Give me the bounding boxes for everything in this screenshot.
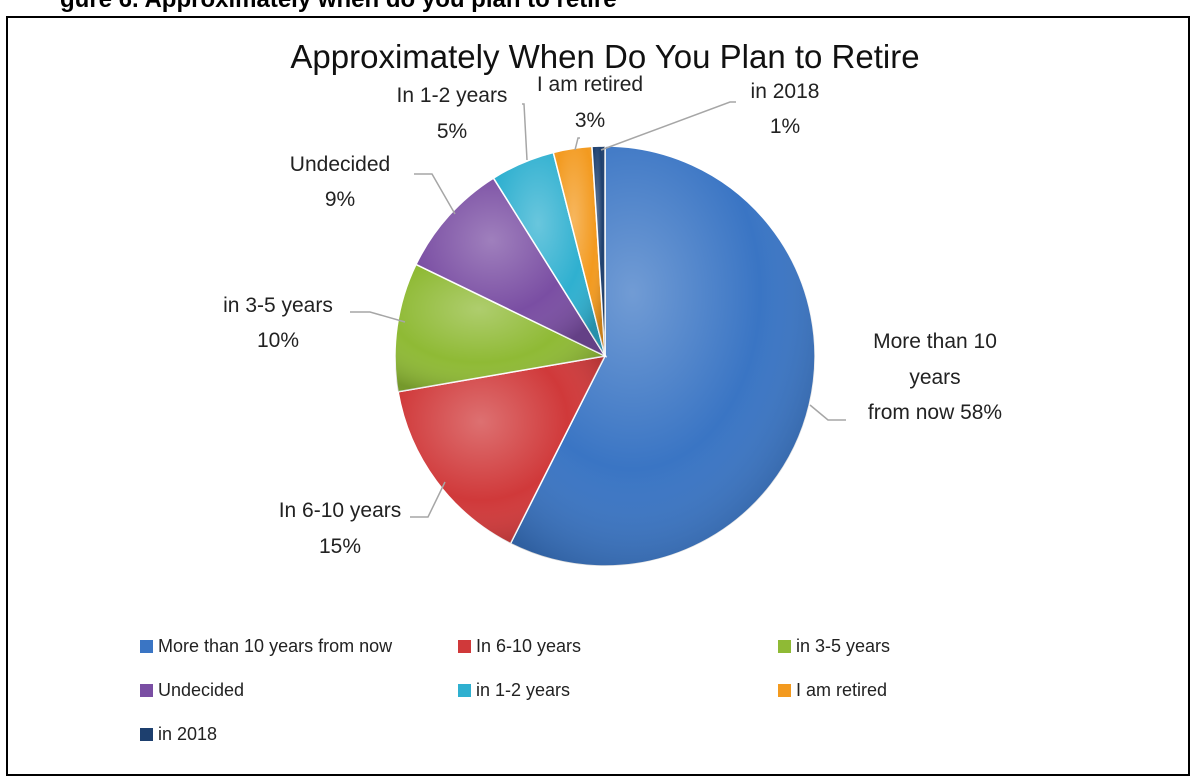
- leader-line: [350, 311, 406, 323]
- legend-swatch-undecided: [140, 684, 153, 697]
- data-label-in-2018: in 2018: [751, 80, 820, 103]
- figure-caption: gure 6. Approximately when do you plan t…: [60, 0, 617, 14]
- data-label-undecided: 9%: [325, 188, 355, 211]
- data-label-i-am-retired: 3%: [575, 109, 605, 132]
- data-label-i-am-retired: I am retired: [537, 73, 643, 96]
- data-label-in-6-10-years: 15%: [319, 535, 361, 558]
- data-label-in-3-5-years: in 3-5 years: [223, 294, 333, 317]
- legend-swatch-in-6-10-years: [458, 640, 471, 653]
- data-label-in-1-2-years: 5%: [437, 120, 467, 143]
- pie-slice-shading: [395, 264, 605, 392]
- legend-label-undecided: Undecided: [158, 680, 244, 700]
- leader-line: [414, 173, 456, 215]
- pie-slice-shading: [591, 146, 605, 356]
- legend-swatch-in-1-2-years: [458, 684, 471, 697]
- pie-slice-shading: [493, 152, 605, 356]
- legend-swatch-i-am-retired: [778, 684, 791, 697]
- legend-swatch-more-than-10-years-from-now: [140, 640, 153, 653]
- leader-line: [522, 103, 528, 161]
- legend-swatch-in-3-5-years: [778, 640, 791, 653]
- legend-label-in-1-2-years: in 1-2 years: [476, 680, 570, 700]
- legend-label-in-6-10-years: In 6-10 years: [476, 636, 581, 656]
- legend-label-i-am-retired: I am retired: [796, 680, 887, 700]
- leader-line: [600, 101, 736, 151]
- pie-slice-shading: [553, 146, 605, 356]
- leader-line: [574, 137, 580, 151]
- data-label-in-6-10-years: In 6-10 years: [279, 499, 402, 522]
- data-label-more-than-10-years-from-now: More than 10: [873, 330, 997, 353]
- data-label-in-2018: 1%: [770, 115, 800, 138]
- pie-slice-shading: [398, 356, 605, 544]
- legend-label-in-2018: in 2018: [158, 724, 217, 744]
- data-label-in-1-2-years: In 1-2 years: [397, 84, 508, 107]
- legend-label-more-than-10-years-from-now: More than 10 years from now: [158, 636, 393, 656]
- legend-label-in-3-5-years: in 3-5 years: [796, 636, 890, 656]
- pie-slice-shading: [415, 178, 605, 356]
- leader-line: [809, 404, 846, 421]
- legend-swatch-in-2018: [140, 728, 153, 741]
- data-label-in-3-5-years: 10%: [257, 329, 299, 352]
- leader-line: [410, 481, 446, 518]
- chart-title: Approximately When Do You Plan to Retire: [290, 38, 919, 75]
- data-label-undecided: Undecided: [290, 153, 390, 176]
- data-label-more-than-10-years-from-now: from now 58%: [868, 401, 1002, 424]
- pie-slice-shading: [510, 146, 815, 566]
- data-label-more-than-10-years-from-now: years: [909, 366, 960, 389]
